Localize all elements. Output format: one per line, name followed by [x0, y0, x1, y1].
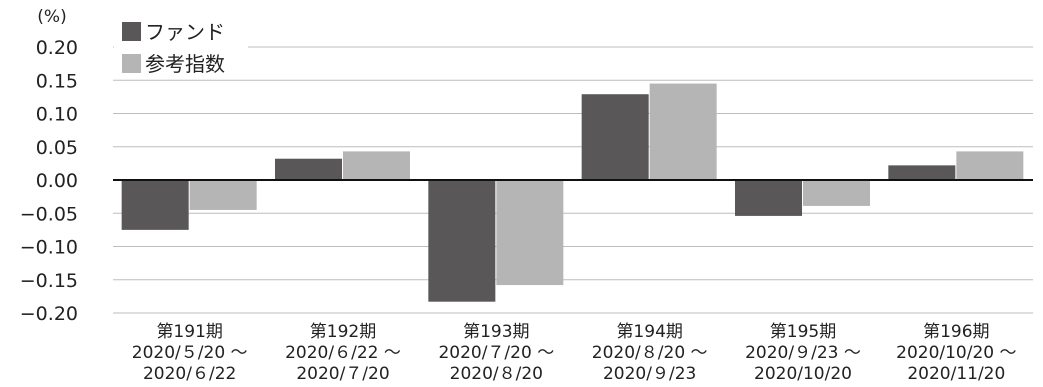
x-category-label-name: 第191期	[156, 322, 222, 342]
x-category-label-line1: 2020/７/20 ～	[438, 343, 554, 363]
bar-fund	[275, 158, 342, 180]
bar-reference-index	[189, 180, 257, 210]
bar-fund	[428, 180, 496, 302]
y-tick-label: −0.05	[20, 203, 78, 225]
y-axis-unit-label: (%)	[37, 7, 66, 27]
x-category-label-name: 第193期	[463, 322, 529, 342]
y-tick-label: 0.05	[36, 137, 78, 159]
bar-reference-index	[343, 151, 410, 180]
x-category-label-line1: 2020/10/20 ～	[896, 343, 1016, 363]
y-tick-label: −0.20	[20, 303, 78, 325]
x-category-label-name: 第196期	[923, 322, 989, 342]
x-category-label-line2: 2020/８/20	[450, 364, 543, 384]
y-tick-label: 0.20	[36, 37, 78, 59]
bars	[121, 83, 1024, 302]
x-category-label-line2: 2020/10/20	[754, 364, 852, 384]
legend-label-fund: ファンド	[145, 20, 225, 44]
x-category-label-name: 第195期	[770, 322, 836, 342]
y-tick-label: 0.10	[36, 104, 78, 126]
bar-reference-index	[496, 180, 564, 286]
y-tick-label: 0.00	[36, 170, 78, 192]
y-tick-label: −0.15	[20, 270, 78, 292]
x-category-label-line2: 2020/７/20	[296, 364, 389, 384]
legend: ファンド 参考指数	[114, 8, 248, 78]
x-category-label-name: 第192期	[310, 322, 376, 342]
bar-fund	[121, 180, 189, 230]
x-category-label-line2: 2020/11/20	[907, 364, 1005, 384]
legend-swatch-reference-index	[122, 54, 141, 73]
bar-fund	[735, 180, 802, 216]
bar-fund	[888, 165, 956, 180]
bar-fund	[581, 94, 649, 180]
y-axis-tick-labels: 0.20 0.15 0.10 0.05 0.00 −0.05 −0.10 −0.15 −0.20	[20, 37, 78, 325]
legend-swatch-fund	[122, 22, 141, 41]
bar-reference-index	[956, 151, 1024, 180]
y-tick-label: −0.10	[20, 237, 78, 259]
bar-reference-index	[649, 83, 717, 180]
x-category-label-name: 第194期	[616, 322, 682, 342]
x-category-label-line1: 2020/８/20 ～	[592, 343, 708, 363]
y-tick-label: 0.15	[36, 70, 78, 92]
gridlines	[113, 46, 1033, 314]
bar-reference-index	[803, 180, 870, 206]
x-category-label-line1: 2020/９/23 ～	[745, 343, 861, 363]
x-category-label-line2: 2020/９/23	[603, 364, 696, 384]
legend-label-reference-index: 参考指数	[145, 52, 225, 76]
x-category-label-line1: 2020/５/20 ～	[132, 343, 248, 363]
x-category-label-line2: 2020/６/22	[143, 364, 236, 384]
x-category-label-line1: 2020/６/22 ～	[285, 343, 401, 363]
